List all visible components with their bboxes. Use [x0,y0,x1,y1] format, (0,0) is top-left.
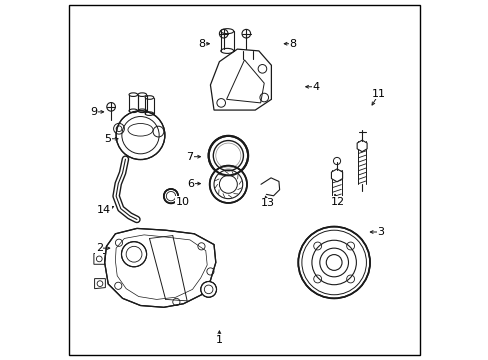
Circle shape [208,136,247,175]
Text: 5: 5 [104,134,111,144]
Text: 10: 10 [176,197,189,207]
Text: 4: 4 [312,82,319,92]
Text: 12: 12 [330,197,344,207]
Text: 6: 6 [187,179,194,189]
Text: 7: 7 [186,152,193,162]
Circle shape [121,242,146,267]
Text: 1: 1 [216,334,223,345]
Circle shape [298,226,369,298]
Text: 9: 9 [90,107,97,117]
Circle shape [116,111,164,159]
Text: 14: 14 [97,206,111,216]
Circle shape [163,189,178,203]
Polygon shape [104,228,215,307]
Text: 8: 8 [289,39,296,49]
Circle shape [209,166,246,203]
Polygon shape [356,140,366,152]
Circle shape [201,282,216,297]
Text: 8: 8 [198,39,204,49]
Text: 13: 13 [260,198,274,208]
Text: 2: 2 [96,243,102,253]
Text: 11: 11 [371,89,385,99]
Polygon shape [331,169,342,182]
Text: 3: 3 [377,227,384,237]
